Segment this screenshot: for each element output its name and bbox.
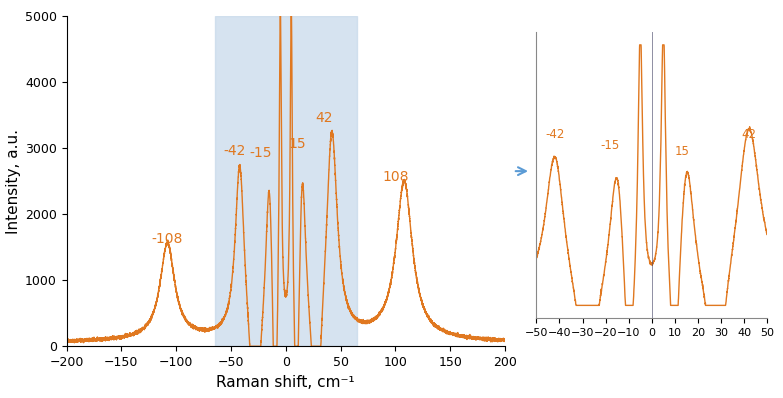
Text: 108: 108 xyxy=(382,170,409,184)
Text: 42: 42 xyxy=(742,128,756,141)
X-axis label: Raman shift, cm⁻¹: Raman shift, cm⁻¹ xyxy=(216,375,355,390)
Text: -108: -108 xyxy=(152,232,183,246)
Y-axis label: Intensity, a.u.: Intensity, a.u. xyxy=(5,129,20,234)
Text: -15: -15 xyxy=(601,139,620,152)
Text: 15: 15 xyxy=(288,137,305,151)
Text: -42: -42 xyxy=(223,144,245,158)
Text: 15: 15 xyxy=(674,145,689,158)
Text: -15: -15 xyxy=(249,146,272,160)
Text: -42: -42 xyxy=(545,128,565,141)
Text: 42: 42 xyxy=(316,111,333,125)
Bar xyxy=(215,16,357,346)
